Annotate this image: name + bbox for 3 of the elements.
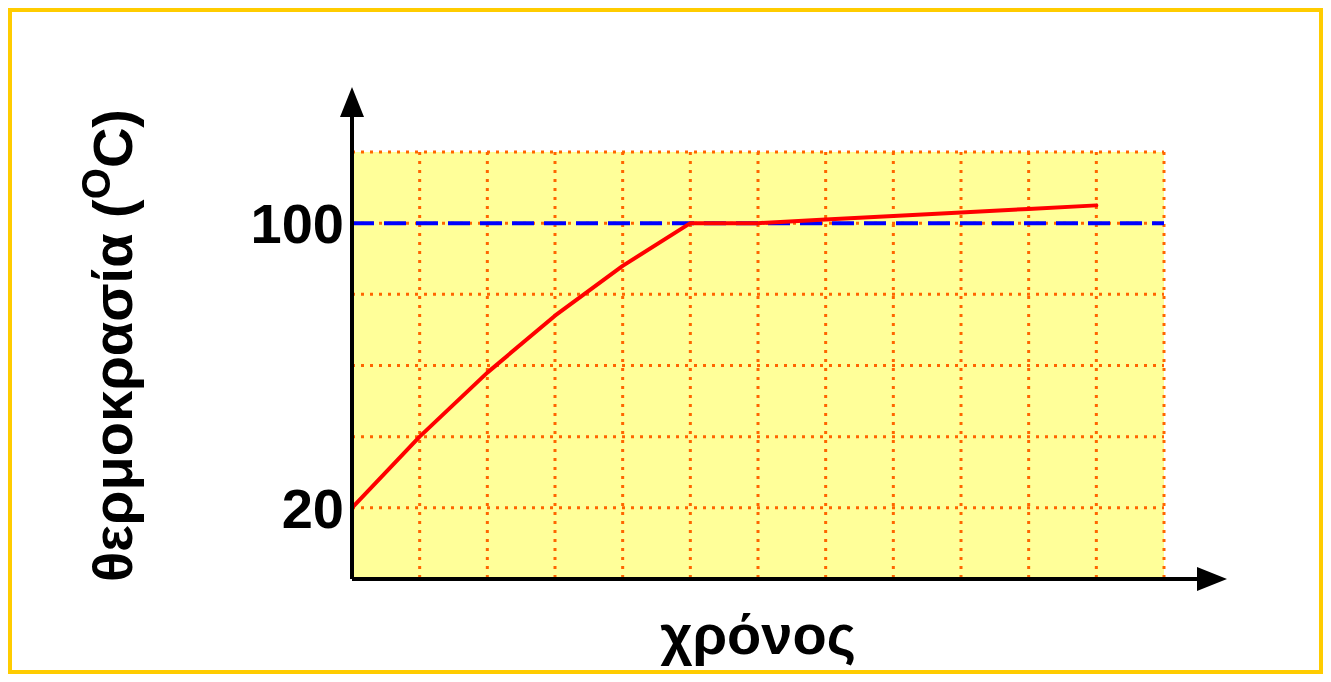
x-axis-title: χρόνος: [660, 603, 856, 666]
y-tick-label: 100: [250, 192, 344, 256]
y-tick-label: 20: [281, 476, 344, 540]
